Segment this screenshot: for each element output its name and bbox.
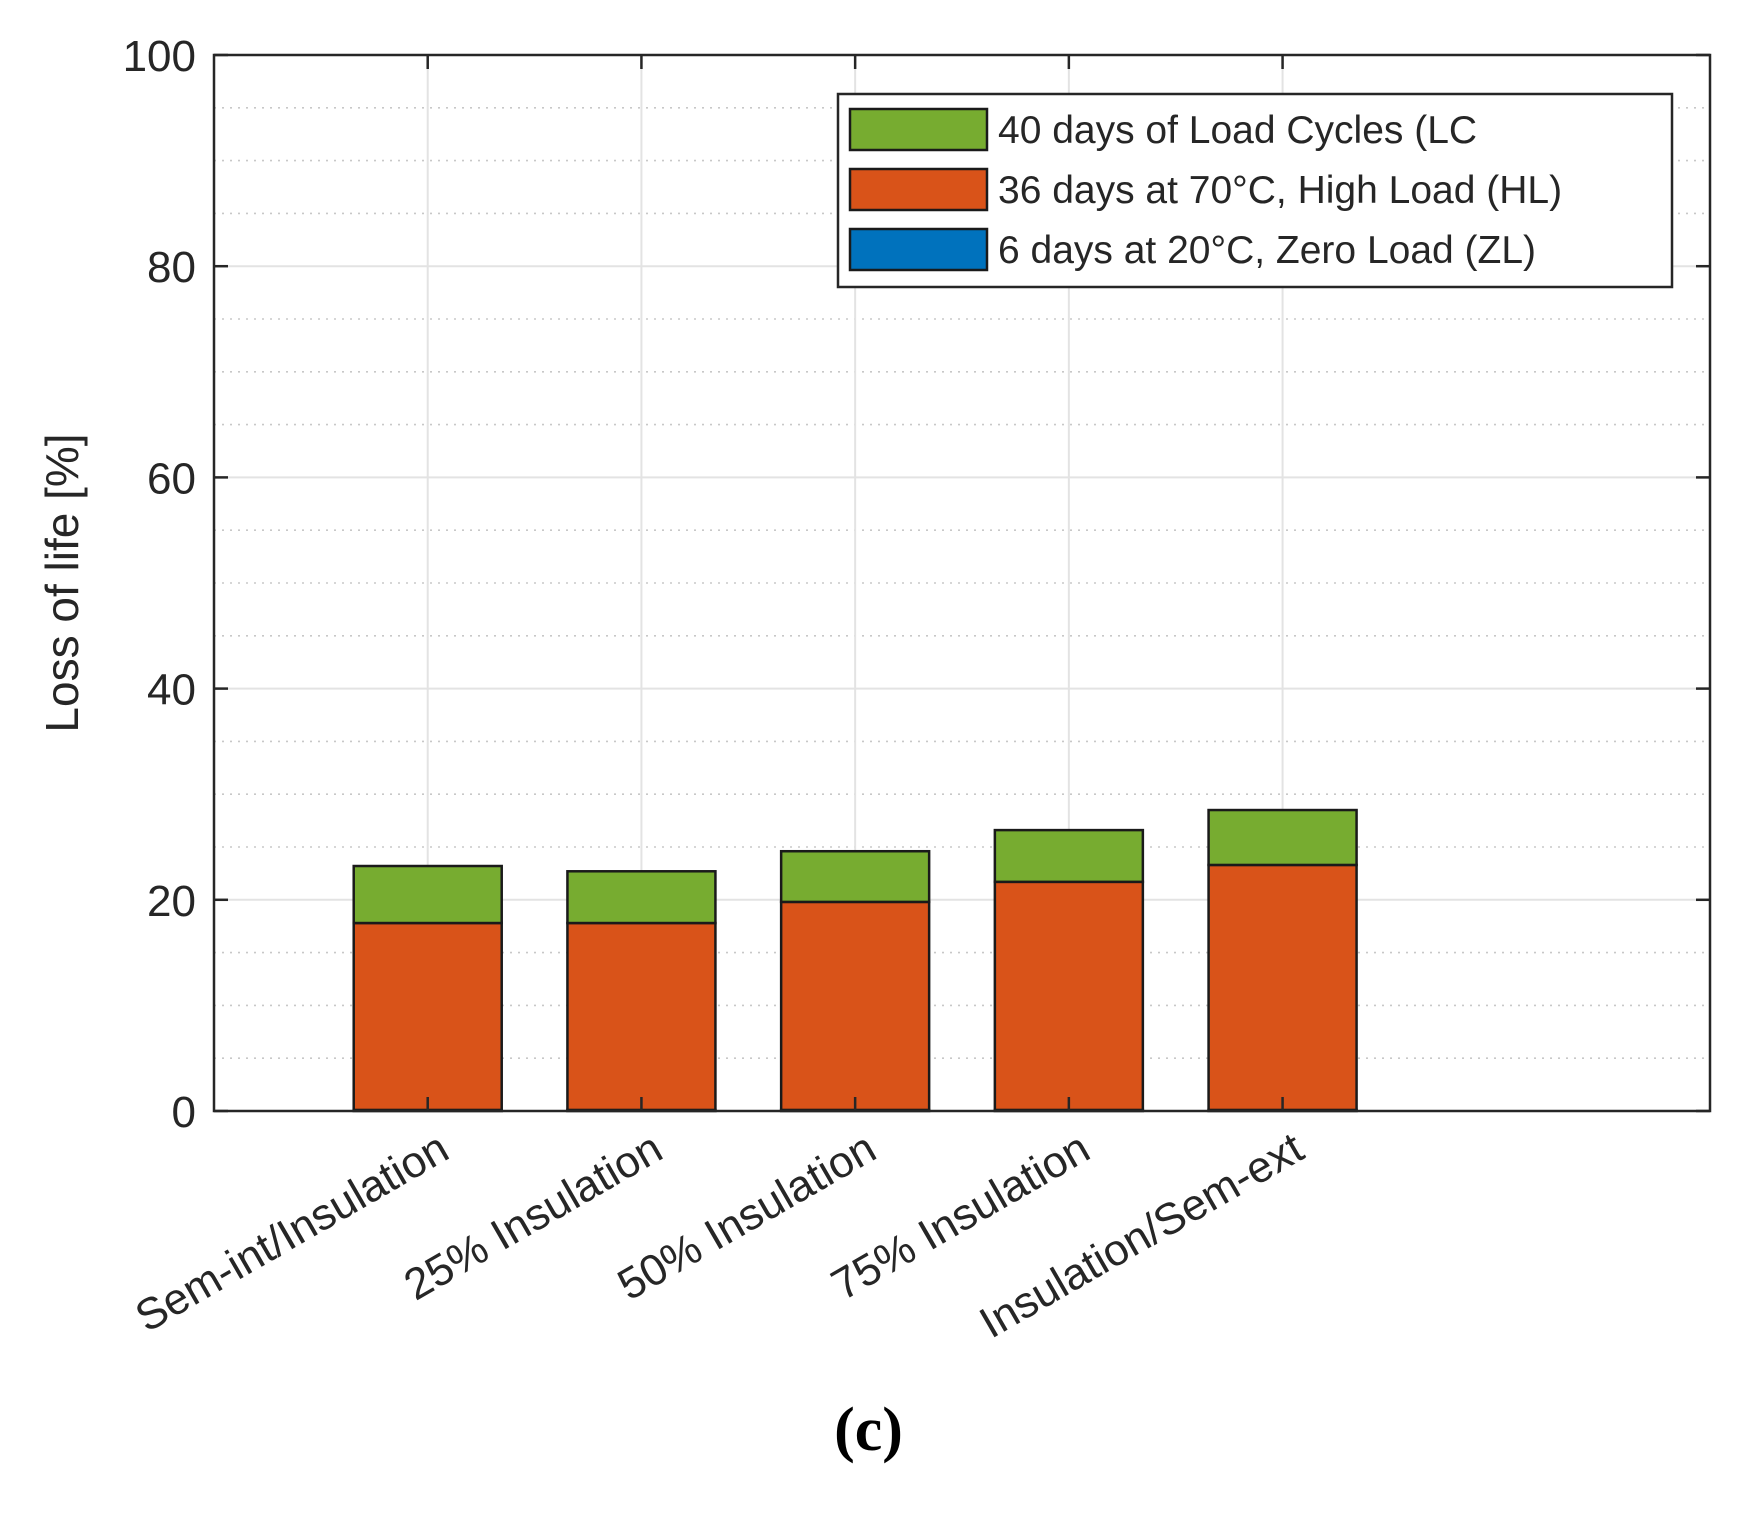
bar-segment (993, 828, 1145, 884)
y-tick-label: 80 (147, 243, 196, 292)
legend-entry-label: 40 days of Load Cycles (LC (998, 109, 1477, 152)
bar-segment (1207, 863, 1358, 1112)
bars (352, 808, 1358, 1113)
y-tick-label: 40 (147, 666, 196, 715)
bar-segment (566, 921, 717, 1112)
y-tick-label: 20 (147, 877, 196, 926)
y-tick-labels: 0 20 40 60 80 100 (123, 32, 196, 1137)
panel-label: (c) (834, 1396, 903, 1464)
legend-entry-label: 36 days at 70°C, High Load (HL) (998, 169, 1562, 212)
y-axis-label: Loss of life [%] (36, 433, 88, 732)
y-tick-label: 0 (172, 1088, 196, 1137)
plot-frame (212, 53, 1712, 1113)
bar-segment (1207, 808, 1358, 867)
legend: 40 days of Load Cycles (LC 36 days at 70°… (836, 92, 1674, 289)
bar-segment (352, 864, 503, 925)
bar-segment (566, 870, 717, 925)
legend-swatch (848, 167, 989, 212)
bar-segment (352, 921, 503, 1112)
bar-segment (779, 900, 931, 1112)
legend-swatch (848, 107, 989, 152)
x-tick-label: Sem-int/Insulation (127, 1123, 456, 1342)
legend-entry-label: 6 days at 20°C, Zero Load (ZL) (998, 229, 1536, 272)
y-tick-label: 60 (147, 454, 196, 503)
axis-ticks (214, 53, 1710, 1113)
y-tick-label: 100 (123, 32, 196, 81)
bar-segment (779, 849, 931, 904)
legend-swatch (848, 227, 989, 272)
bar-segment (993, 880, 1145, 1112)
